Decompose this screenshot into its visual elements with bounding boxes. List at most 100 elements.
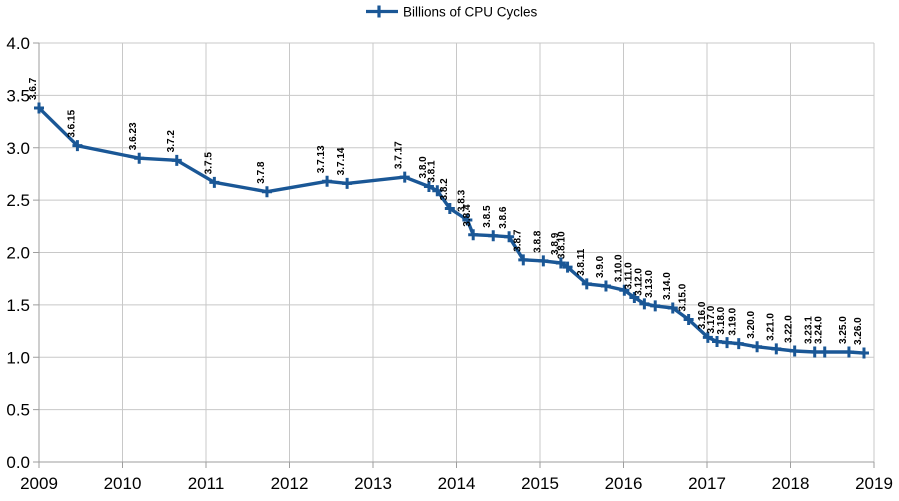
x-tick-label: 2011 xyxy=(188,474,225,493)
data-point-marker xyxy=(667,302,678,314)
data-point-label: 3.7.13 xyxy=(316,145,327,173)
y-axis-labels: 0.0 0.5 1.0 1.5 2.0 2.5 3.0 3.5 4.0 xyxy=(6,34,30,472)
gridlines xyxy=(39,42,875,462)
y-tick-label: 4.0 xyxy=(6,34,30,53)
data-point-label: 3.22.0 xyxy=(784,315,795,343)
data-point-label: 3.8.11 xyxy=(576,248,587,276)
data-point-label: 3.10.0 xyxy=(613,254,624,282)
data-point-marker xyxy=(581,278,592,290)
x-tick-label: 2017 xyxy=(688,474,726,493)
data-point-label: 3.8.8 xyxy=(532,230,543,253)
y-tick-label: 1.5 xyxy=(6,296,30,315)
data-point-marker xyxy=(733,338,744,350)
data-point-marker xyxy=(650,300,661,312)
data-point-marker xyxy=(342,177,353,189)
x-tick-label: 2016 xyxy=(605,474,643,493)
data-point-marker xyxy=(171,154,182,166)
x-axis-labels: 2009 2010 2011 2012 2013 2014 2015 2016 2017 2018… xyxy=(20,474,893,493)
data-point-label: 3.17.0 xyxy=(706,305,717,333)
data-point-label: 3.8.7 xyxy=(512,229,523,252)
data-point-marker xyxy=(468,229,479,241)
data-point-marker xyxy=(562,261,573,273)
series-line xyxy=(37,106,866,355)
x-tick-label: 2009 xyxy=(20,474,58,493)
data-point-marker xyxy=(72,140,83,152)
data-point-marker xyxy=(322,175,333,187)
data-point-label: 3.8.1 xyxy=(426,160,437,183)
data-point-label: 3.8.5 xyxy=(482,205,493,228)
data-point-label: 3.14.0 xyxy=(662,272,673,300)
data-point-marker xyxy=(702,331,713,343)
data-point-marker xyxy=(771,343,782,355)
data-point-label: 3.21.0 xyxy=(765,313,776,341)
x-tick-label: 2010 xyxy=(104,474,142,493)
data-point-marker xyxy=(619,284,630,296)
y-tick-label: 1.0 xyxy=(6,348,30,367)
data-point-label: 3.6.15 xyxy=(66,109,77,137)
data-point-marker xyxy=(809,346,820,358)
data-point-label: 3.19.0 xyxy=(728,307,739,335)
data-point-label: 3.9.0 xyxy=(595,255,606,278)
data-point-label: 3.23.1 xyxy=(804,316,815,344)
data-point-label: 3.8.6 xyxy=(498,206,509,229)
data-point-marker xyxy=(683,314,694,326)
data-point-label: 3.8.10 xyxy=(557,231,568,259)
data-point-labels: 3.6.7 3.6.15 3.6.23 3.7.2 3.7.5 3.7.8 3.7.13 3.… xyxy=(28,77,864,345)
data-point-label: 3.11.0 xyxy=(623,262,634,290)
data-point-marker xyxy=(858,347,869,359)
data-point-marker xyxy=(444,203,455,215)
y-tick-label: 3.5 xyxy=(6,86,30,105)
data-point-marker xyxy=(639,298,650,310)
legend: Billions of CPU Cycles xyxy=(366,5,538,20)
data-point-label: 3.26.0 xyxy=(853,317,864,345)
data-point-label: 3.8.9 xyxy=(550,232,561,255)
y-tick-label: 2.5 xyxy=(6,191,30,210)
x-tick-label: 2013 xyxy=(354,474,392,493)
x-tick-label: 2019 xyxy=(855,474,893,493)
data-point-label: 3.7.8 xyxy=(256,161,267,184)
data-point-label: 3.15.0 xyxy=(678,283,689,311)
data-point-label: 3.24.0 xyxy=(814,316,825,344)
x-tick-label: 2018 xyxy=(772,474,810,493)
data-point-label: 3.6.23 xyxy=(128,122,139,150)
data-point-marker xyxy=(34,102,44,114)
data-point-label: 3.25.0 xyxy=(838,316,849,344)
data-point-label: 3.20.0 xyxy=(746,311,757,339)
data-point-marker xyxy=(538,255,549,267)
data-point-marker xyxy=(629,292,640,304)
legend-label: Billions of CPU Cycles xyxy=(403,5,538,20)
y-tick-label: 3.0 xyxy=(6,139,30,158)
data-point-markers xyxy=(34,102,869,359)
y-tick-label: 2.0 xyxy=(6,244,30,263)
data-point-marker xyxy=(789,345,800,357)
data-point-label: 3.8.2 xyxy=(439,178,450,201)
data-point-label: 3.7.14 xyxy=(336,147,347,175)
data-point-label: 3.8.4 xyxy=(462,204,473,227)
data-point-marker xyxy=(555,257,566,269)
data-point-marker xyxy=(600,280,611,292)
series-polyline xyxy=(37,106,866,355)
data-point-marker xyxy=(518,254,529,266)
data-point-marker xyxy=(399,171,410,183)
data-point-marker xyxy=(712,336,723,348)
data-point-marker xyxy=(209,176,220,188)
data-point-marker xyxy=(462,214,473,226)
data-point-marker xyxy=(423,181,434,193)
data-point-marker xyxy=(261,186,272,198)
data-point-marker xyxy=(722,337,733,349)
data-point-marker xyxy=(504,231,515,243)
data-point-marker xyxy=(819,346,830,358)
axis-ticks xyxy=(33,42,875,468)
data-point-marker xyxy=(843,346,854,358)
data-point-marker xyxy=(488,230,499,242)
data-point-label: 3.12.0 xyxy=(633,268,644,296)
x-tick-label: 2014 xyxy=(438,474,476,493)
data-point-marker xyxy=(134,152,145,164)
y-tick-label: 0.0 xyxy=(6,453,30,472)
data-point-label: 3.7.5 xyxy=(203,152,214,175)
data-point-label: 3.16.0 xyxy=(697,301,708,329)
data-point-label: 3.7.2 xyxy=(166,130,177,153)
data-point-label: 3.7.17 xyxy=(394,141,405,169)
